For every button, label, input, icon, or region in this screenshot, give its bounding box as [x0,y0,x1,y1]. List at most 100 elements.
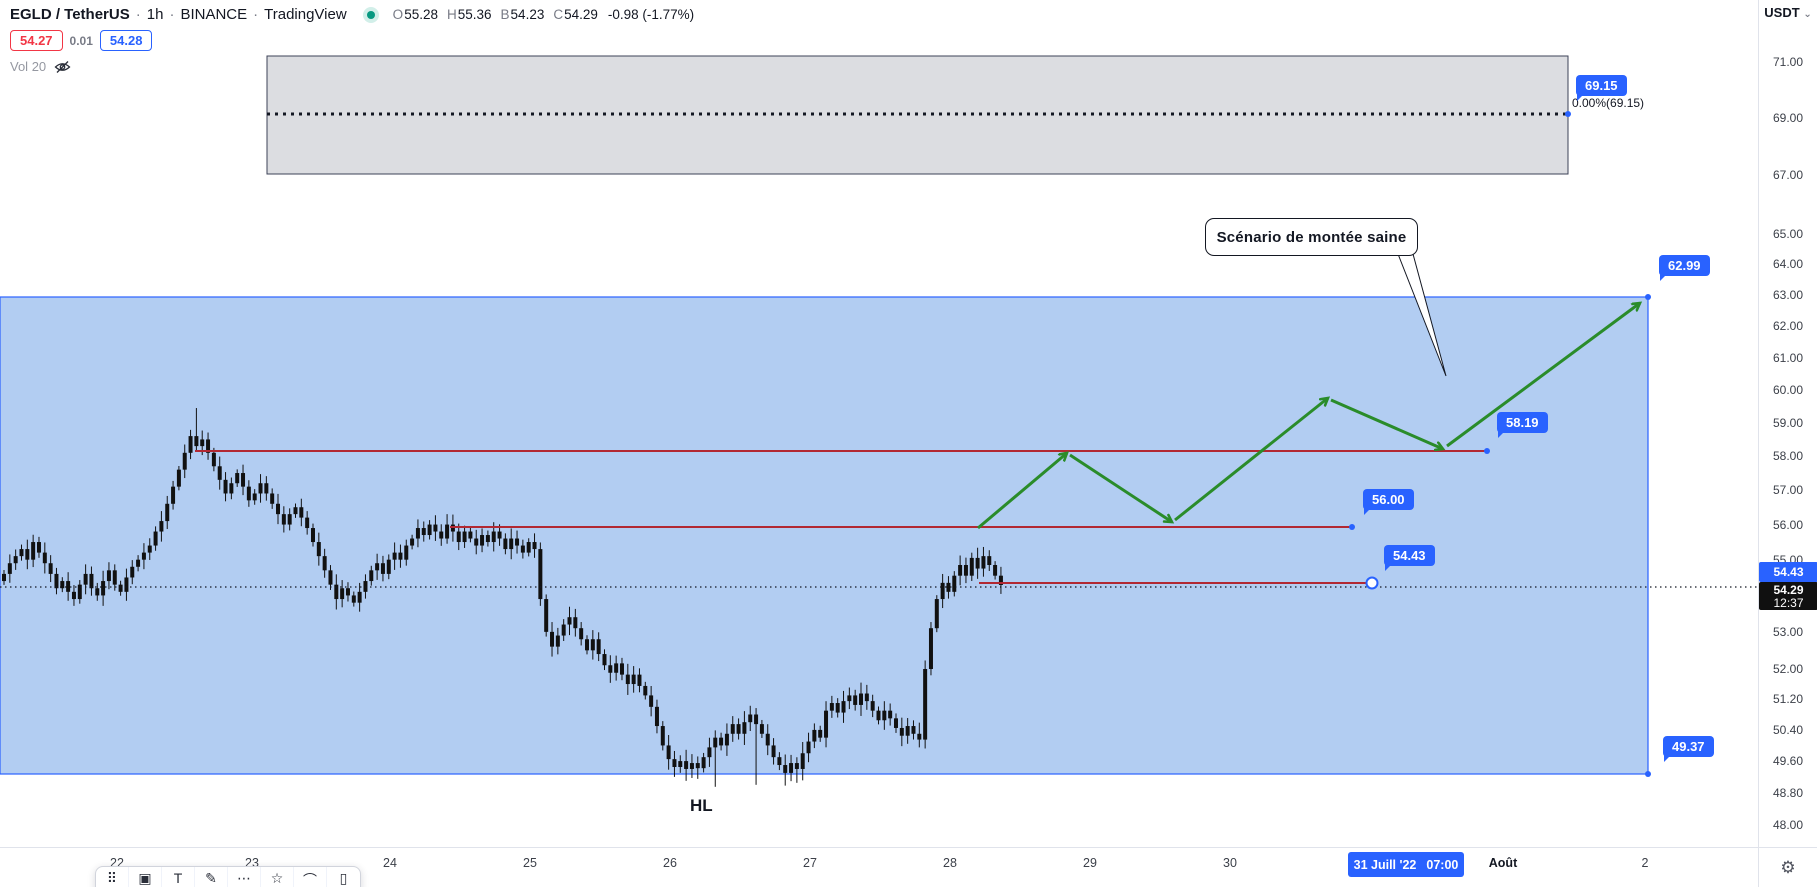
price-tick-52.00: 52.00 [1772,661,1804,676]
close-value: 54.29 [564,7,598,22]
edit-tool-icon[interactable]: ✎ [195,867,228,887]
volume-label: Vol [10,59,29,74]
last-price-value: 54.29 [1773,583,1804,597]
text-tool-icon[interactable]: T [162,867,195,887]
price-axis[interactable]: USDT ⌄ 71.00 69.00 67.00 65.00 64.00 63.00 62.… [1758,0,1817,847]
last-price-tag: 54.29 12:37 [1759,582,1817,610]
chevron-down-icon: ⌄ [1803,9,1812,20]
delete-icon[interactable]: ▯ [339,870,348,886]
time-tick-27: 27 [803,856,817,870]
style-icon[interactable]: ▣ [129,867,162,887]
scenario-arrow-1[interactable] [977,453,1067,530]
magnet-icon[interactable]: ⌒ [294,867,327,887]
price-tick-50.40: 50.40 [1772,722,1804,737]
price-tick-64.00: 64.00 [1772,257,1804,272]
chart-header: EGLD / TetherUS · 1h · BINANCE · Trading… [10,6,694,74]
ohlc-readout: O55.28 H55.36 B54.23 C54.29 -0.98 (-1.77… [393,7,695,22]
price-tick-57.00: 57.00 [1772,483,1804,498]
price-tick-49.60: 49.60 [1772,754,1804,769]
high-label: H [446,7,457,22]
price-tick-69.00: 69.00 [1772,110,1804,125]
anchor-ring[interactable] [1365,576,1379,590]
scenario-arrow-3[interactable] [1174,398,1328,522]
time-tick-Août: Août [1488,856,1518,870]
time-tick-24: 24 [383,856,397,870]
price-label-56.00[interactable]: 56.00 [1363,489,1414,510]
scenario-arrow-5[interactable] [1446,303,1640,448]
time-tick-29: 29 [1083,856,1097,870]
time-tick-25: 25 [523,856,537,870]
price-tick-48.00: 48.00 [1772,818,1804,832]
price-label-49.37[interactable]: 49.37 [1663,736,1714,757]
anchor-dot[interactable] [1484,448,1490,454]
selection-date: 31 Juill '22 [1353,857,1417,872]
price-tick-61.00: 61.00 [1772,350,1804,365]
spread-value: 0.01 [69,33,93,48]
price-label-54.43[interactable]: 54.43 [1384,545,1435,566]
hl-label: HL [690,796,713,815]
selected-price-tag[interactable]: 54.43 [1759,562,1817,582]
open-label: O [392,7,404,22]
symbol-title[interactable]: EGLD / TetherUS [10,6,130,23]
ask-price-box[interactable]: 54.28 [99,30,153,51]
bid-price-box[interactable]: 54.27 [10,30,63,51]
drawing-toolbar[interactable]: ⠿ ▣ T ✎ ⋯ ☆ ⌒ ▯ [95,866,361,887]
price-label-69.15[interactable]: 69.15 [1576,75,1627,96]
separator-dot: · [135,6,141,23]
volume-value: 20 [31,59,47,74]
selection-time: 07:00 [1426,857,1459,872]
drag-handle-icon[interactable]: ⠿ [96,867,129,887]
time-tick-2: 2 [1641,856,1649,870]
chart-canvas[interactable] [0,0,1758,847]
more-options-icon[interactable]: ⋯ [228,867,261,887]
price-tick-48.80: 48.80 [1772,785,1804,800]
interval-label[interactable]: 1h [146,6,164,23]
time-tick-26: 26 [663,856,677,870]
favorite-icon[interactable]: ☆ [261,867,294,887]
volume-indicator: Vol 20 [10,59,694,74]
time-tick-28: 28 [943,856,957,870]
open-value: 55.28 [404,7,438,22]
hidden-eye-icon[interactable] [54,60,71,74]
usdt-dropdown[interactable]: USDT ⌄ [1764,5,1812,20]
change-value: -0.98 (-1.77%) [607,7,695,22]
low-value: 54.23 [510,7,545,22]
scenario-arrow-2[interactable] [1069,453,1172,522]
separator-dot: · [253,6,259,23]
low-label: B [500,7,510,22]
market-status-icon[interactable] [362,6,379,23]
scenario-arrow-4[interactable] [1330,398,1443,449]
close-label: C [553,7,564,22]
platform-label: TradingView [264,6,347,23]
price-tick-71.00: 71.00 [1772,55,1804,69]
price-tick-51.20: 51.20 [1772,692,1804,707]
price-tick-62.00: 62.00 [1772,319,1804,334]
settings-gear-button[interactable]: ⚙ [1758,848,1817,887]
price-tick-67.00: 67.00 [1772,168,1804,183]
price-tick-60.00: 60.00 [1772,383,1804,398]
price-tick-63.00: 63.00 [1772,287,1804,302]
time-selection-tag: 31 Juill '22 07:00 [1348,852,1464,877]
price-tick-53.00: 53.00 [1772,624,1804,639]
separator-dot: · [169,6,175,23]
projection-zone[interactable] [0,296,1649,775]
price-tick-65.00: 65.00 [1772,227,1804,242]
price-tick-58.00: 58.00 [1772,449,1804,464]
countdown-timer: 12:37 [1773,596,1804,610]
price-label-62.99[interactable]: 62.99 [1659,255,1710,276]
time-tick-30: 30 [1223,856,1237,870]
anchor-dot[interactable] [1349,524,1355,530]
gear-icon: ⚙ [1780,858,1796,877]
price-label-58.19[interactable]: 58.19 [1497,412,1548,433]
anchor-dot[interactable] [1645,771,1651,777]
exchange-label: BINANCE [180,6,248,23]
high-value: 55.36 [457,7,492,22]
scenario-callout[interactable]: Scénario de montée saine [1205,218,1418,256]
price-tick-56.00: 56.00 [1772,517,1804,532]
price-tick-59.00: 59.00 [1772,415,1804,430]
anchor-dot[interactable] [1645,294,1651,300]
anchor-dot[interactable] [1565,111,1571,117]
fib-level-label: 0.00%(69.15) [1572,96,1645,110]
candles [2,408,1003,787]
